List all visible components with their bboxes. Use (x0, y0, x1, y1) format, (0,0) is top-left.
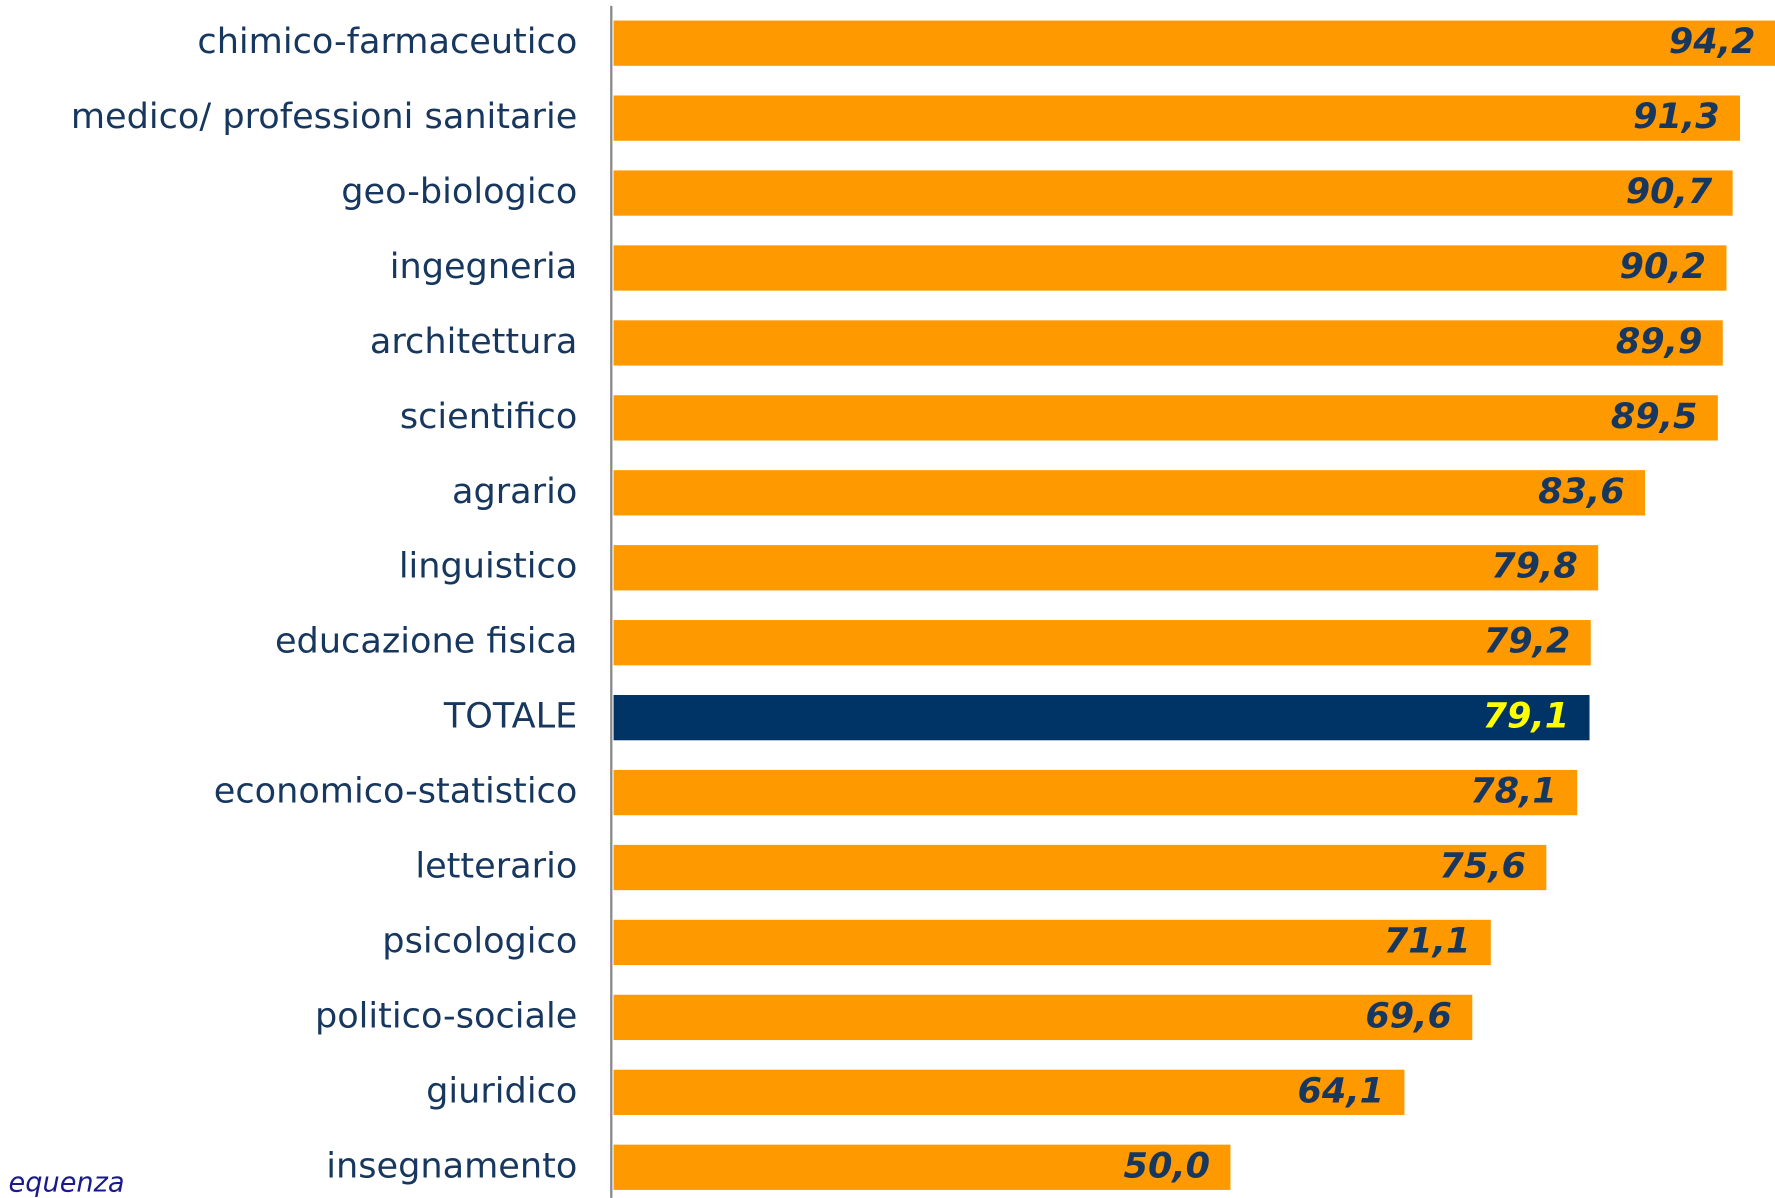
bar (613, 1069, 1405, 1115)
bar (613, 545, 1599, 591)
value-label: 94,2 (1669, 21, 1756, 62)
bar (613, 20, 1775, 66)
value-label: 91,3 (1633, 96, 1720, 137)
value-label: 89,9 (1616, 321, 1703, 362)
value-label: 50,0 (1124, 1145, 1211, 1186)
category-label: architettura (370, 321, 577, 362)
value-label: 89,5 (1611, 396, 1698, 437)
value-label: 90,2 (1620, 246, 1707, 287)
category-label: agrario (452, 471, 577, 512)
category-label: chimico-farmaceutico (197, 21, 577, 62)
bar (613, 919, 1491, 966)
footnote: equenza (9, 1168, 125, 1198)
category-label: psicologico (382, 920, 577, 961)
value-label: 64,1 (1298, 1070, 1385, 1111)
bar (613, 769, 1578, 816)
bar (613, 170, 1733, 216)
value-label: 69,6 (1365, 995, 1452, 1036)
bar (613, 470, 1646, 516)
bar (613, 994, 1473, 1041)
value-label: 79,8 (1491, 546, 1578, 587)
value-label: 79,1 (1483, 696, 1570, 737)
category-label: politico-sociale (315, 995, 577, 1036)
category-label: linguistico (399, 546, 578, 587)
bar (613, 245, 1727, 291)
category-label: economico-statistico (214, 771, 578, 812)
bar (613, 844, 1547, 891)
bar (613, 95, 1741, 141)
bar (613, 694, 1590, 741)
bar (613, 1144, 1231, 1190)
value-label: 90,7 (1626, 171, 1713, 212)
value-label: 78,1 (1470, 771, 1557, 812)
category-label: medico/ professioni sanitarie (71, 96, 577, 137)
value-label: 75,6 (1439, 846, 1526, 887)
value-label: 83,6 (1538, 471, 1625, 512)
value-label: 71,1 (1384, 920, 1471, 961)
category-label: educazione fisica (275, 621, 577, 662)
category-label: giuridico (426, 1070, 577, 1111)
category-label: scientifico (400, 396, 577, 437)
bar (613, 320, 1723, 366)
category-label: insegnamento (326, 1145, 577, 1186)
category-label: geo-biologico (341, 171, 577, 212)
category-label: TOTALE (443, 696, 577, 737)
value-label: 79,2 (1484, 621, 1571, 662)
category-label: ingegneria (390, 246, 578, 287)
bar (613, 620, 1591, 666)
bar (613, 395, 1718, 441)
category-label: letterario (415, 846, 577, 887)
